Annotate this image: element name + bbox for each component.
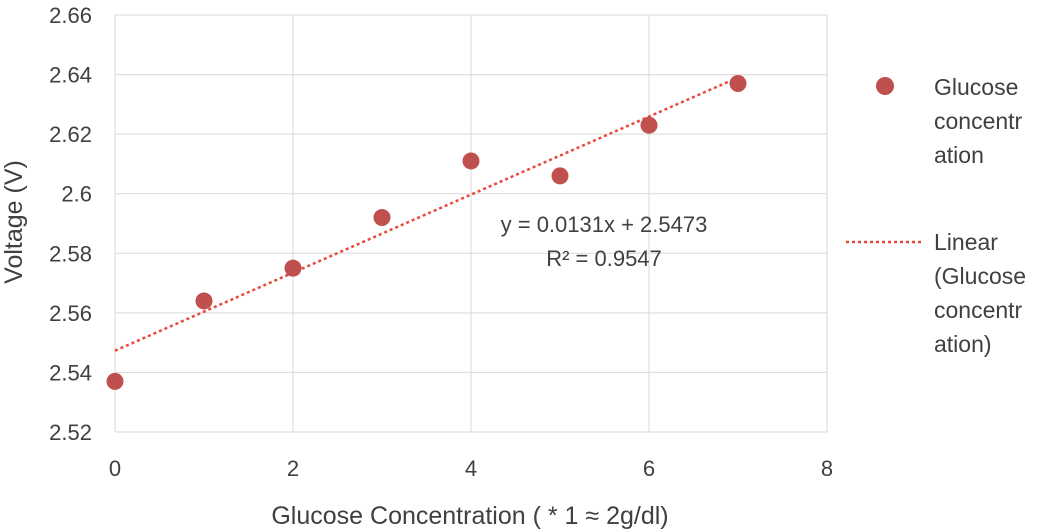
- legend-label-trendline: ation): [934, 331, 992, 357]
- grid-lines: [114, 14, 828, 433]
- data-point: [373, 209, 391, 227]
- trendline-equation: y = 0.0131x + 2.5473: [501, 212, 708, 237]
- y-axis-title: Voltage (V): [0, 160, 28, 284]
- legend-entry-trendline: Linear (Glucose concentr ation): [934, 229, 1026, 357]
- legend-label-trendline: concentr: [934, 297, 1023, 323]
- legend-label-points: concentr: [934, 108, 1023, 134]
- x-tick-label: 8: [821, 456, 833, 481]
- data-point: [462, 152, 480, 170]
- trendline: [114, 76, 739, 352]
- legend-label-trendline: (Glucose: [934, 263, 1026, 289]
- x-tick-label: 0: [109, 456, 121, 481]
- data-point: [195, 292, 213, 310]
- data-point: [729, 75, 747, 93]
- y-tick-label: 2.58: [49, 241, 92, 266]
- tick-labels: 2.52 2.54 2.56 2.58 2.6 2.62 2.64 2.66 0 2 4 6 8: [49, 3, 833, 481]
- y-tick-label: 2.6: [61, 182, 92, 207]
- y-tick-label: 2.66: [49, 3, 92, 28]
- y-tick-label: 2.64: [49, 63, 92, 88]
- legend-label-trendline: Linear: [934, 229, 998, 255]
- trendline-r-squared: R² = 0.9547: [546, 246, 662, 271]
- y-tick-label: 2.62: [49, 122, 92, 147]
- data-point: [106, 372, 124, 390]
- x-tick-label: 2: [287, 456, 299, 481]
- y-tick-label: 2.52: [49, 420, 92, 445]
- data-point: [284, 259, 302, 277]
- legend-marker-points: [876, 77, 894, 95]
- y-tick-label: 2.54: [49, 360, 92, 385]
- data-point: [551, 167, 569, 185]
- data-points: [106, 75, 747, 390]
- x-axis-title: Glucose Concentration ( * 1 ≈ 2g/dl): [271, 502, 668, 530]
- x-tick-label: 6: [643, 456, 655, 481]
- y-tick-label: 2.56: [49, 301, 92, 326]
- trendline-layer: [114, 76, 739, 352]
- legend: Glucose concentr ation Linear (Glucose conce…: [846, 74, 1026, 357]
- legend-label-points: Glucose: [934, 74, 1018, 100]
- data-point: [640, 116, 658, 134]
- legend-entry-points: Glucose concentr ation: [934, 74, 1023, 168]
- legend-label-points: ation: [934, 142, 984, 168]
- x-tick-label: 4: [465, 456, 477, 481]
